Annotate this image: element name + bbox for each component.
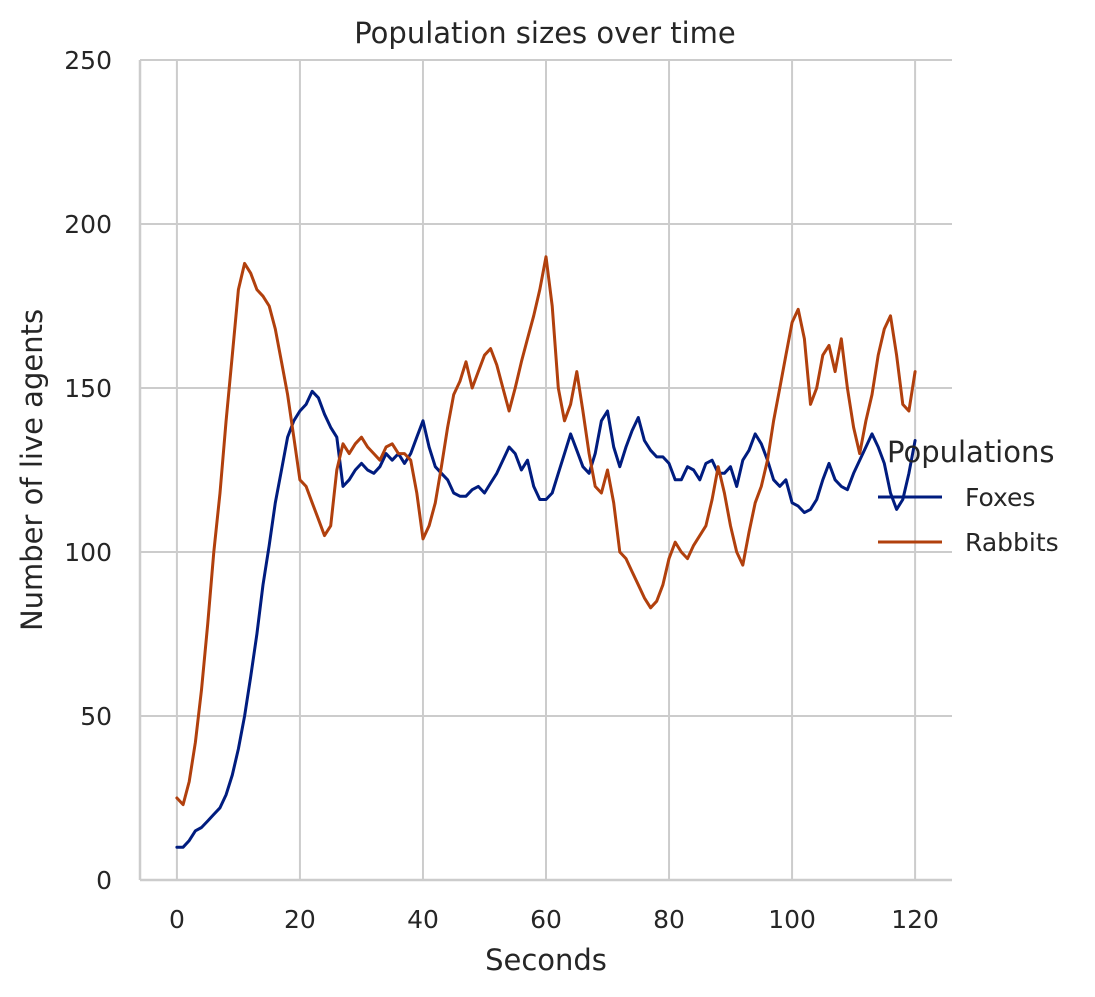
- axes-spines: [138, 60, 952, 882]
- series-lines: [175, 255, 917, 849]
- x-tick-label: 100: [768, 905, 816, 934]
- x-tick-label: 20: [284, 905, 316, 934]
- tick-labels: 0 20 40 60 80 100 120 0 50 100 150 200 250: [64, 46, 939, 934]
- chart-title: Population sizes over time: [354, 16, 736, 50]
- legend: Populations Foxes Rabbits: [878, 435, 1059, 557]
- series-line-foxes: [175, 389, 917, 849]
- x-tick-label: 60: [530, 905, 562, 934]
- x-tick-label: 40: [407, 905, 439, 934]
- gridlines: [140, 59, 952, 881]
- legend-label-foxes: Foxes: [965, 483, 1035, 512]
- y-tick-label: 0: [96, 866, 112, 895]
- y-tick-label: 150: [64, 374, 112, 403]
- x-tick-label: 0: [169, 905, 185, 934]
- legend-label-rabbits: Rabbits: [965, 528, 1059, 557]
- y-axis-label: Number of live agents: [15, 309, 49, 631]
- series-line-rabbits: [175, 255, 917, 807]
- legend-title: Populations: [887, 435, 1054, 469]
- y-tick-label: 100: [64, 538, 112, 567]
- x-tick-label: 120: [891, 905, 939, 934]
- y-tick-label: 200: [64, 210, 112, 239]
- y-tick-label: 50: [80, 702, 112, 731]
- y-tick-label: 250: [64, 46, 112, 75]
- x-axis-label: Seconds: [485, 943, 607, 977]
- x-tick-label: 80: [653, 905, 685, 934]
